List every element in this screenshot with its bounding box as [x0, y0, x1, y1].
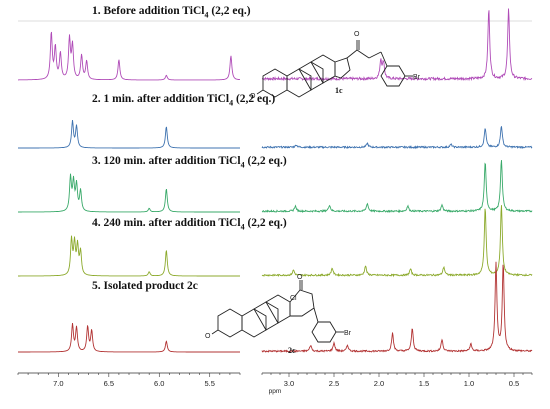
structure-1c: O O Br: [250, 31, 421, 100]
spectrum-1-trace-aliphatic: [261, 8, 533, 82]
structure-2c: O Cl O Br: [205, 274, 352, 343]
struct2-cl: Cl: [290, 295, 297, 302]
x-axis: 7.0 6.5 6.0 5.5 3.0 2.5 2.0 1.5 1.0 0.5 ppm: [17, 372, 533, 395]
spectrum-label-4: 4. 240 min. after addition TiCl4 (2,2 eq…: [92, 217, 287, 232]
spectrum-5-trace-aliphatic: [261, 261, 533, 353]
x-tick-label: 5.5: [205, 379, 215, 388]
spectrum-label-3: 3. 120 min. after addition TiCl4 (2,2 eq…: [92, 155, 287, 170]
struct1-o-top: O: [354, 31, 360, 38]
x-tick-label: 3.0: [284, 379, 294, 388]
x-tick-label: 6.5: [104, 379, 114, 388]
spectrum-5-trace-aromatic: [18, 323, 240, 353]
compound-label-1c: 1c: [335, 86, 343, 95]
compound-label-2c: 2c: [288, 346, 296, 355]
spectrum-5: [18, 261, 533, 353]
spectrum-label-2: 2. 1 min. after addition TiCl4 (2,2 eq.): [92, 93, 276, 108]
spectrum-label-1: 1. Before addition TiCl4 (2,2 eq.): [92, 5, 251, 20]
struct2-o-top: O: [297, 274, 303, 281]
x-tick-label: 0.5: [509, 379, 519, 388]
spectrum-4-trace-aliphatic: [261, 205, 533, 278]
struct1-o-ring: O: [250, 93, 256, 100]
x-tick-label: 1.0: [464, 379, 474, 388]
spectrum-4-trace-aromatic: [18, 235, 240, 277]
x-axis-title: ppm: [269, 388, 282, 395]
spectrum-3: [18, 160, 533, 214]
spectrum-4: [18, 205, 533, 278]
spectrum-3-trace-aromatic: [18, 173, 240, 213]
spectrum-3-trace-aliphatic: [261, 160, 533, 214]
spectrum-1-trace-aromatic: [18, 31, 240, 81]
x-tick-label: 7.0: [53, 379, 63, 388]
x-tick-label: 2.0: [374, 379, 384, 388]
x-tick-label: 2.5: [329, 379, 339, 388]
x-tick-label: 6.0: [154, 379, 164, 388]
spectrum-2: [18, 120, 533, 150]
spectrum-2-trace-aliphatic: [261, 126, 533, 150]
spectrum-label-5: 5. Isolated product 2c: [92, 280, 198, 292]
struct2-br: Br: [344, 330, 352, 337]
x-tick-label: 1.5: [419, 379, 429, 388]
spectrum-1: [18, 8, 533, 82]
struct2-o-ring: O: [205, 333, 211, 340]
spectrum-2-trace-aromatic: [18, 120, 240, 149]
struct1-br: Br: [413, 74, 421, 81]
